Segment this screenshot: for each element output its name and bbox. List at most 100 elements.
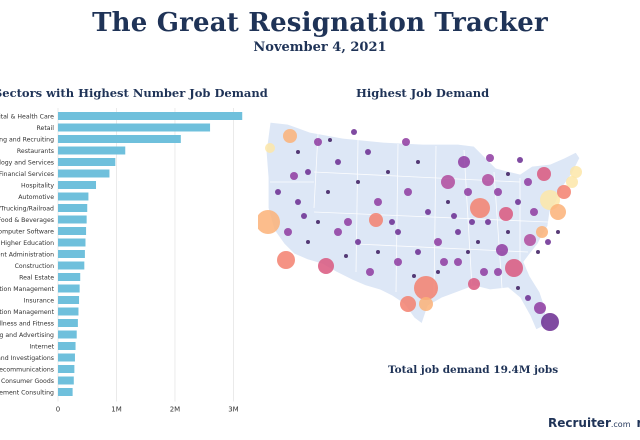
brand-suffix: .com <box>610 420 631 429</box>
bar <box>58 261 85 270</box>
demand-bubble <box>524 178 532 186</box>
demand-bubble <box>316 220 320 224</box>
demand-bubble <box>318 258 334 274</box>
category-label: Higher Education <box>1 240 54 247</box>
demand-bubble <box>494 268 502 276</box>
sector-bar-chart: 0 1M 2M 3M pital & Health Care Retail fing and… <box>0 108 243 414</box>
demand-bubble <box>505 259 523 277</box>
demand-bubble <box>541 313 559 331</box>
category-label: Construction <box>15 263 54 270</box>
bar <box>58 192 89 201</box>
category-label: Consumer Goods <box>1 378 54 385</box>
demand-bubble <box>536 250 540 254</box>
demand-bubble <box>365 149 371 155</box>
demand-bubble <box>530 208 538 216</box>
bar <box>58 158 116 166</box>
bar <box>58 376 74 385</box>
category-label: logy and Services <box>0 160 54 167</box>
x-tick-label: 2M <box>170 406 181 414</box>
x-tick-label: 1M <box>111 406 122 414</box>
category-label: ng and Advertising <box>0 332 54 339</box>
bar <box>58 250 85 258</box>
demand-bubble <box>486 154 494 162</box>
category-label: /Trucking/Railroad <box>0 206 54 213</box>
demand-bubble <box>283 129 297 143</box>
category-label: Automotive <box>18 194 54 201</box>
demand-bubble <box>545 239 551 245</box>
category-label: Real Estate <box>19 275 54 282</box>
brand-extra: re <box>636 416 640 430</box>
bar <box>58 307 79 316</box>
category-label: Insurance <box>24 298 55 305</box>
page-title: The Great Resignation Tracker <box>92 8 548 38</box>
demand-bubble <box>470 198 490 218</box>
demand-bubble <box>369 213 383 227</box>
x-tick-label: 3M <box>228 406 239 414</box>
bar <box>58 123 211 132</box>
category-label: ent Administration <box>0 252 54 259</box>
recruiter-logo: Recruiter.com re <box>548 416 640 430</box>
demand-bubble <box>404 188 412 196</box>
demand-bubble <box>536 226 548 238</box>
category-label: ation Management <box>0 309 55 316</box>
demand-bubble <box>366 268 374 276</box>
bar <box>58 330 77 339</box>
demand-bubble <box>451 213 457 219</box>
bar <box>58 273 81 281</box>
demand-bubble <box>258 210 280 234</box>
demand-bubble <box>414 276 438 300</box>
bar <box>58 284 80 293</box>
demand-bubble <box>386 170 390 174</box>
demand-bubble <box>446 200 450 204</box>
demand-bubble <box>458 156 470 168</box>
demand-bubble <box>476 240 480 244</box>
demand-bubble <box>566 176 578 188</box>
demand-bubble <box>328 138 332 142</box>
demand-bubble <box>534 302 546 314</box>
demand-bubble <box>416 160 420 164</box>
demand-bubble <box>275 189 281 195</box>
demand-bubble <box>464 188 472 196</box>
demand-bubble <box>355 239 361 245</box>
demand-bubble <box>305 169 311 175</box>
x-tick-label: 0 <box>56 406 60 414</box>
demand-bubble <box>525 295 531 301</box>
demand-bubble <box>469 219 475 225</box>
demand-bubble <box>415 249 421 255</box>
demand-bubble <box>499 207 513 221</box>
bar <box>58 319 78 327</box>
demand-bubble <box>454 258 462 266</box>
demand-bubble <box>496 244 508 256</box>
demand-bubble <box>455 229 461 235</box>
demand-bubble <box>515 199 521 205</box>
demand-bubble <box>296 150 300 154</box>
demand-bubble <box>334 228 342 236</box>
demand-bubble <box>434 238 442 246</box>
demand-bubble <box>524 234 536 246</box>
demand-bubble <box>494 188 502 196</box>
category-label: Retail <box>37 125 55 132</box>
demand-bubble <box>441 175 455 189</box>
demand-bubble <box>376 250 380 254</box>
demand-bubble <box>482 174 494 186</box>
demand-bubble <box>344 254 348 258</box>
bar <box>58 353 75 362</box>
bar <box>58 112 243 120</box>
demand-bubble <box>389 219 395 225</box>
demand-bubble <box>301 213 307 219</box>
total-job-demand: Total job demand 19.4M jobs <box>388 364 559 376</box>
demand-bubble <box>480 268 488 276</box>
demand-bubble <box>412 274 416 278</box>
demand-bubble <box>556 230 560 234</box>
demand-bubble <box>326 190 330 194</box>
bar <box>58 365 75 373</box>
demand-bubble <box>550 204 566 220</box>
demand-bubble <box>400 296 416 312</box>
bar-chart-title: Sectors with Highest Number Job Demand <box>0 86 268 100</box>
demand-bubble <box>485 219 491 225</box>
bar <box>58 238 86 247</box>
page-subtitle: November 4, 2021 <box>253 40 387 55</box>
demand-bubble <box>395 229 401 235</box>
bar <box>58 204 88 212</box>
demand-bubble <box>419 297 433 311</box>
